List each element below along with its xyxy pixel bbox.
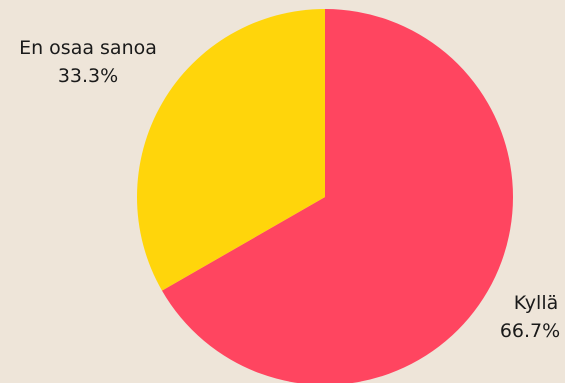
slice-label-en-osaa-sanoa: En osaa sanoa <box>19 37 157 59</box>
pie-slice-kyll- <box>161 9 513 383</box>
slice-percent-kylla: 66.7% <box>500 320 560 342</box>
slice-label-kylla: Kyllä <box>514 292 559 314</box>
pie-slices <box>136 9 513 383</box>
pie-slice-en-osaa-sanoa <box>136 9 325 291</box>
slice-percent-en-osaa-sanoa: 33.3% <box>58 65 118 87</box>
